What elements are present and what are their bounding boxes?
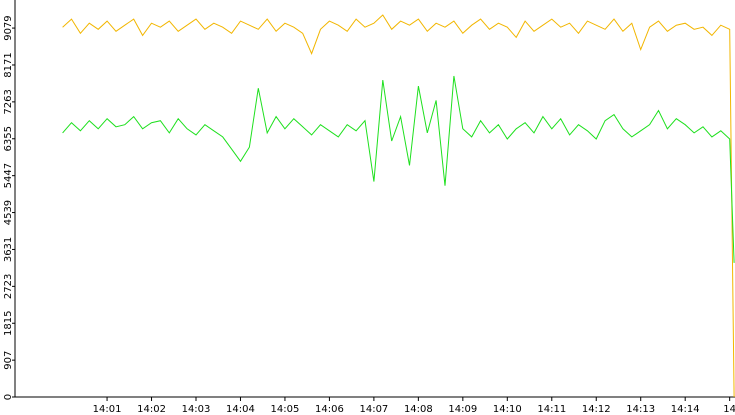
y-tick-label: 907 (3, 351, 14, 370)
x-tick-label: 14:13 (626, 404, 655, 415)
y-tick-label: 1815 (3, 311, 14, 336)
x-tick-label: 14:06 (315, 404, 344, 415)
x-tick-label: 14:11 (537, 404, 566, 415)
x-tick-label: 14:05 (271, 404, 300, 415)
x-tick-label: 14:08 (404, 404, 433, 415)
x-tick-label: 14:02 (137, 404, 166, 415)
x-tick-label: 14:14 (671, 404, 700, 415)
series-line (62, 75, 735, 263)
x-tick-label: 14:09 (448, 404, 477, 415)
x-tick-label: 14:12 (582, 404, 611, 415)
y-tick-label: 4539 (3, 200, 14, 225)
y-tick-label: 7263 (3, 89, 14, 114)
x-tick-label: 14:07 (359, 404, 388, 415)
y-tick-label: 3631 (3, 237, 14, 262)
x-tick-label: 14:01 (93, 404, 122, 415)
y-tick-label: 5447 (3, 163, 14, 188)
x-tick-label: 14:04 (226, 404, 255, 415)
x-tick-label: 14:10 (493, 404, 522, 415)
x-tick-label: 14 (723, 404, 735, 415)
y-tick-label: 6355 (3, 126, 14, 151)
y-tick-label: 0 (3, 394, 14, 400)
y-tick-label: 8171 (3, 52, 14, 77)
y-tick-label: 9079 (3, 15, 14, 40)
series-line (62, 14, 735, 398)
x-tick-label: 14:03 (182, 404, 211, 415)
y-tick-label: 2723 (3, 274, 14, 299)
